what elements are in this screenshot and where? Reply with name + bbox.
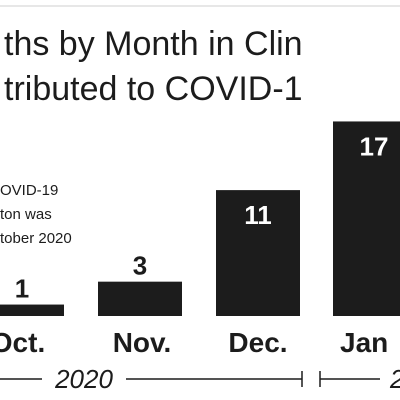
bar-dec	[216, 190, 300, 316]
year-label-2020: 2020	[54, 364, 113, 394]
data-label-dec: 11	[244, 200, 272, 230]
chart-title-line-2: tributed to COVID-1	[4, 70, 303, 108]
x-tick-label-jan: Jan	[340, 327, 388, 358]
x-tick-label-nov: Nov.	[113, 327, 172, 358]
bar-oct	[0, 304, 64, 316]
data-label-jan: 17	[360, 131, 389, 161]
chart-title-line-1: ths by Month in Clin	[4, 25, 303, 63]
year-label-next: 2	[389, 364, 400, 394]
data-label-nov: 3	[133, 251, 147, 281]
x-tick-label-oct: Oct.	[0, 327, 45, 358]
annotation-line-2: ton was	[0, 206, 52, 223]
annotation-line-3: tober 2020	[0, 230, 72, 247]
bar-nov	[98, 281, 182, 316]
annotation-line-1: OVID-19	[0, 182, 58, 199]
bar-group: 1 3 11 17	[0, 121, 400, 316]
bar-jan	[333, 121, 400, 316]
x-tick-label-dec: Dec.	[228, 327, 287, 358]
data-label-oct: 1	[15, 274, 29, 304]
